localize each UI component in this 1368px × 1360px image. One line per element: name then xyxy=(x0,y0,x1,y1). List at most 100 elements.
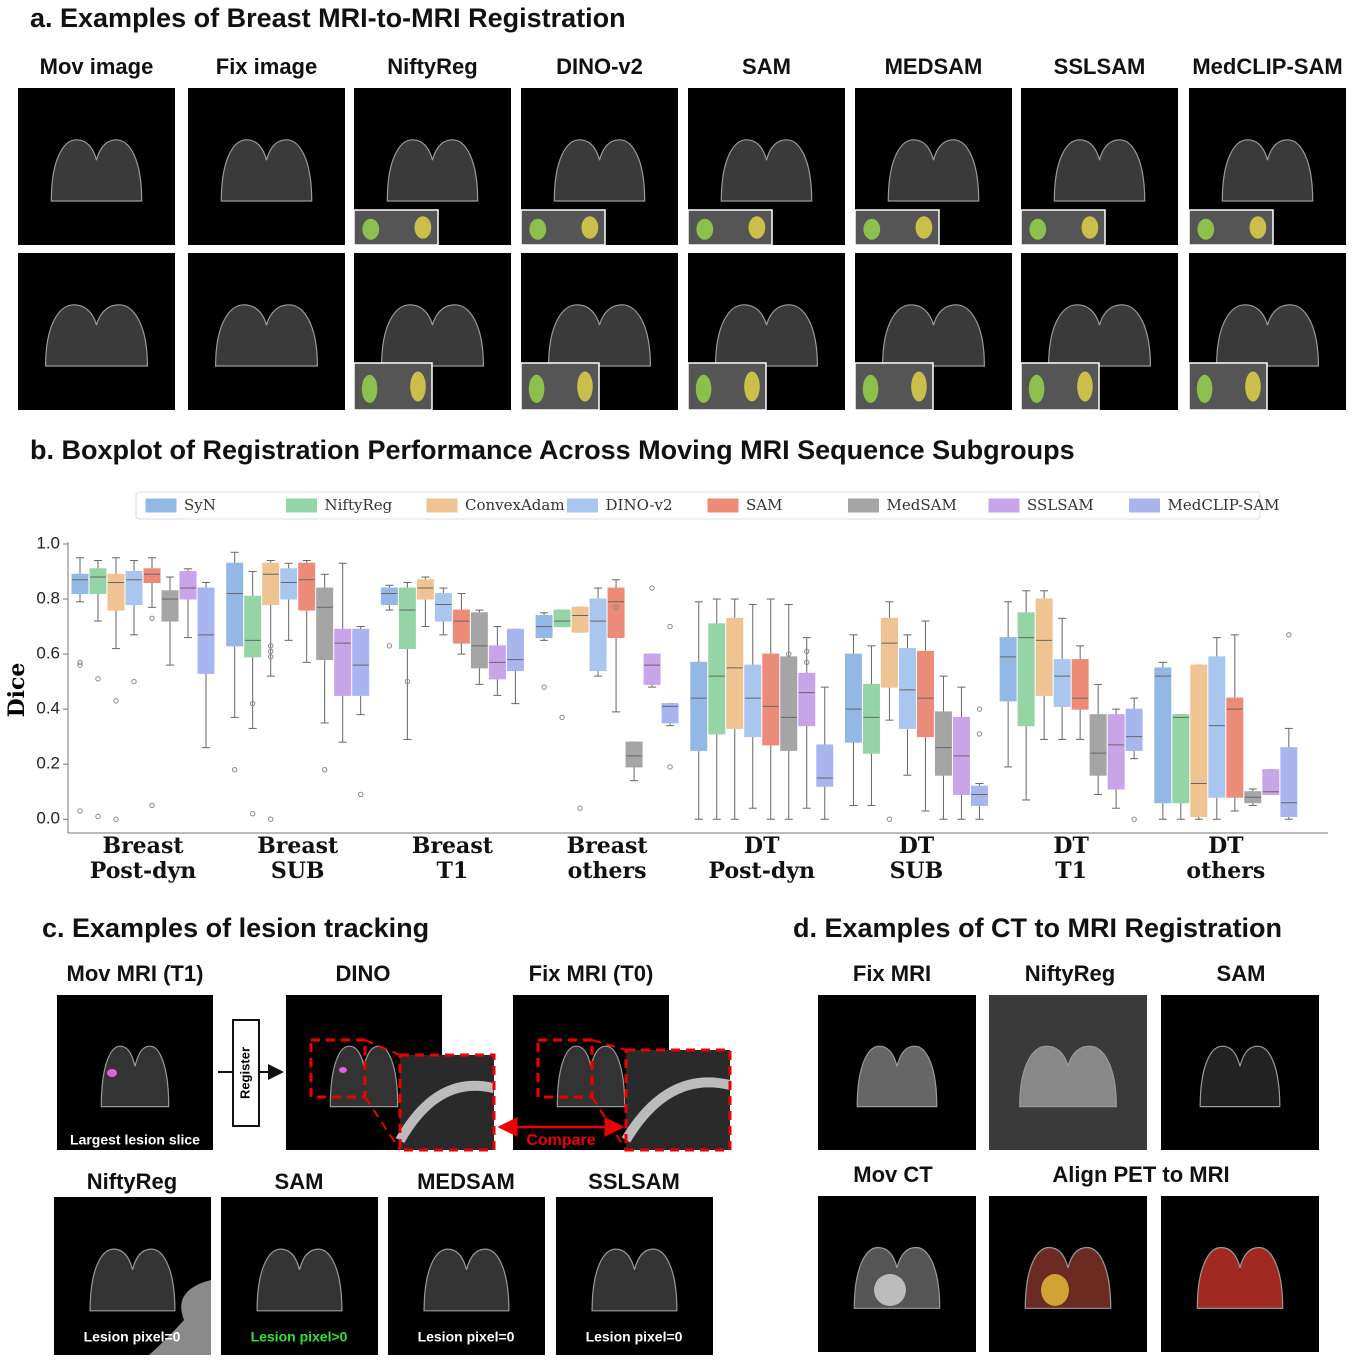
overlay xyxy=(1196,374,1213,403)
box xyxy=(816,744,834,787)
register-label: Register xyxy=(237,1047,252,1099)
caption: Lesion pixel>0 xyxy=(251,1329,348,1345)
anatomy xyxy=(1199,1045,1281,1108)
outlier xyxy=(267,648,274,655)
box xyxy=(798,672,816,727)
box xyxy=(726,617,744,729)
overlay xyxy=(1081,216,1099,239)
legend-label: NiftyReg xyxy=(325,496,393,514)
legend-label: MedSAM xyxy=(887,496,957,514)
outlier xyxy=(249,811,256,817)
outlier xyxy=(577,805,583,811)
box xyxy=(1208,656,1226,798)
box xyxy=(1107,714,1125,790)
legend-swatch xyxy=(848,498,879,513)
legend-swatch xyxy=(988,498,1020,513)
panel-c-title: c. Examples of lesion tracking xyxy=(42,913,429,943)
outlier xyxy=(321,766,328,773)
pet-uptake xyxy=(1041,1274,1069,1306)
box xyxy=(1089,714,1107,776)
outlier xyxy=(1286,632,1292,638)
outlier xyxy=(149,615,155,622)
y-tick-label: 0.6 xyxy=(36,644,60,663)
x-tick-label: DT xyxy=(1208,833,1244,859)
box xyxy=(434,593,452,622)
box xyxy=(934,711,952,776)
legend-swatch xyxy=(707,498,739,513)
box xyxy=(416,579,434,600)
outlier xyxy=(667,764,673,770)
overlay xyxy=(410,371,426,402)
x-tick-label: DT xyxy=(744,833,780,859)
box xyxy=(589,598,607,672)
legend-label: MedCLIP-SAM xyxy=(1168,496,1280,514)
legend-label: SAM xyxy=(746,496,782,514)
outlier xyxy=(249,700,256,707)
legend-label: SyN xyxy=(184,496,216,514)
column-label: SSLSAM xyxy=(1054,54,1146,79)
anatomy xyxy=(553,139,646,202)
column-label: MedCLIP-SAM xyxy=(1192,54,1342,79)
x-tick-label: Breast xyxy=(567,833,649,859)
overlay xyxy=(1029,218,1047,240)
box xyxy=(71,573,89,595)
column-label: Fix image xyxy=(216,54,317,79)
box xyxy=(506,628,524,672)
anatomy xyxy=(44,304,149,367)
outlier xyxy=(95,813,101,820)
legend-label: DINO-v2 xyxy=(606,496,673,514)
y-axis-label: Dice xyxy=(4,663,30,718)
outlier xyxy=(613,604,619,611)
x-tick-label: SUB xyxy=(890,858,944,884)
anatomy xyxy=(100,1045,170,1108)
box xyxy=(179,571,197,600)
outlier xyxy=(886,816,893,822)
heart xyxy=(874,1274,906,1306)
anatomy xyxy=(1221,139,1314,202)
anatomy xyxy=(380,304,485,367)
x-tick-label: Post-dyn xyxy=(709,858,815,884)
box xyxy=(1172,714,1190,804)
register-box xyxy=(232,1019,260,1127)
column-label: SAM xyxy=(1217,961,1266,986)
overlay xyxy=(696,218,714,240)
legend-swatch xyxy=(1129,498,1160,513)
x-tick-label: others xyxy=(568,858,647,884)
box xyxy=(143,568,161,584)
zoom-anatomy xyxy=(621,1077,732,1143)
y-tick-label: 0.0 xyxy=(36,809,60,828)
box xyxy=(780,656,798,751)
box xyxy=(862,683,880,754)
box xyxy=(708,623,726,735)
anatomy xyxy=(50,139,143,202)
box xyxy=(643,653,661,685)
box xyxy=(1262,769,1280,795)
box xyxy=(262,562,280,606)
outlier xyxy=(113,816,119,822)
lesion xyxy=(107,1069,117,1077)
legend-label: SSLSAM xyxy=(1027,496,1094,514)
outlier xyxy=(95,676,101,682)
anatomy xyxy=(1019,1045,1117,1108)
anatomy xyxy=(1215,304,1320,367)
anatomy xyxy=(714,304,819,367)
y-tick-label: 0.2 xyxy=(36,754,60,773)
x-tick-label: T1 xyxy=(1055,858,1087,884)
box xyxy=(1053,659,1071,707)
overlay xyxy=(581,216,599,239)
box xyxy=(107,573,125,611)
anatomy xyxy=(720,139,813,202)
overlay xyxy=(414,216,432,239)
box xyxy=(1190,664,1208,817)
overlay xyxy=(748,216,766,239)
outlier xyxy=(131,678,137,685)
box xyxy=(470,612,488,669)
anatomy xyxy=(256,1248,343,1312)
box xyxy=(1017,612,1035,727)
overlay xyxy=(744,371,760,402)
legend-swatch xyxy=(286,498,317,513)
zoom-anatomy xyxy=(395,1080,496,1143)
panel-a-title: a. Examples of Breast MRI-to-MRI Registr… xyxy=(30,3,626,33)
outlier xyxy=(649,585,655,591)
box xyxy=(1035,598,1053,696)
